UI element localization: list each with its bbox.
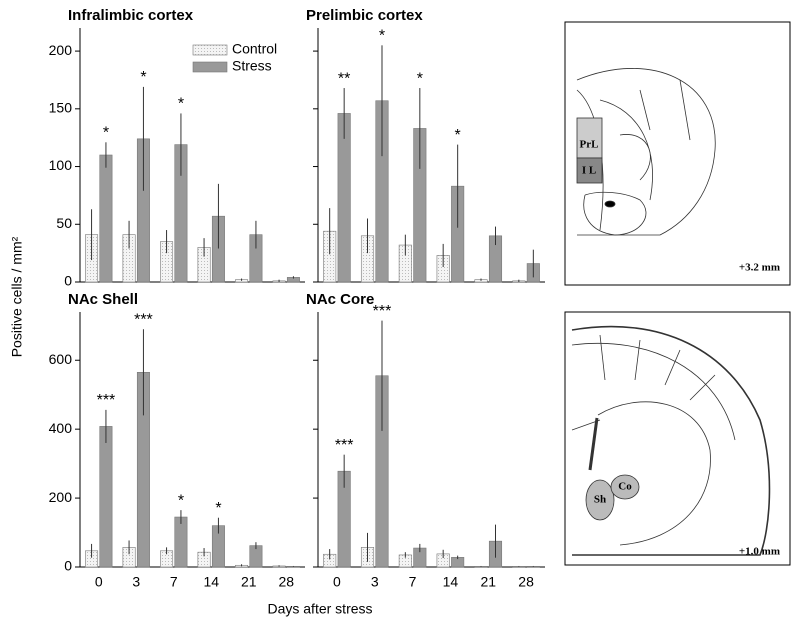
legend-swatch <box>192 61 228 73</box>
significance: * <box>178 96 184 113</box>
x-tick-label: 0 <box>95 574 103 590</box>
bar <box>99 426 113 568</box>
region-label: I L <box>582 165 596 177</box>
significance: *** <box>335 437 354 454</box>
significance: *** <box>97 392 116 409</box>
significance: * <box>140 69 146 86</box>
x-tick-label: 3 <box>132 574 140 590</box>
significance: ** <box>338 70 350 87</box>
significance: * <box>178 492 184 509</box>
y-tick-label: 0 <box>64 273 72 289</box>
section-level: +1.0 mm <box>739 546 780 558</box>
significance: *** <box>373 303 392 320</box>
y-tick-label: 50 <box>56 215 72 231</box>
region-label: PrL <box>580 139 599 151</box>
significance: *** <box>134 311 153 328</box>
significance: * <box>103 125 109 142</box>
x-tick-label: 3 <box>371 574 379 590</box>
panel-title: Infralimbic cortex <box>68 7 194 24</box>
x-tick-label: 21 <box>480 574 496 590</box>
y-tick-label: 200 <box>49 42 73 58</box>
x-tick-label: 28 <box>518 574 534 590</box>
region-label: Sh <box>594 494 606 506</box>
bar <box>99 154 113 283</box>
x-tick-label: 14 <box>443 574 459 590</box>
significance: * <box>215 500 221 517</box>
section-level: +3.2 mm <box>739 262 780 274</box>
panel-title: NAc Core <box>306 291 374 308</box>
x-tick-label: 7 <box>170 574 178 590</box>
x-tick-label: 7 <box>409 574 417 590</box>
significance: * <box>379 28 385 45</box>
brain-diagram-2 <box>564 311 791 566</box>
region-label: Co <box>618 481 632 493</box>
y-tick-label: 400 <box>49 420 73 436</box>
y-tick-label: 100 <box>49 157 73 173</box>
x-tick-label: 14 <box>203 574 219 590</box>
y-tick-label: 150 <box>49 100 73 116</box>
x-axis-label: Days after stress <box>267 601 372 617</box>
y-tick-label: 200 <box>49 489 73 505</box>
panel-title: Prelimbic cortex <box>306 7 423 24</box>
panel-title: NAc Shell <box>68 291 138 308</box>
x-tick-label: 28 <box>278 574 294 590</box>
legend-swatch <box>192 44 228 56</box>
significance: * <box>455 127 461 144</box>
bar <box>174 516 188 568</box>
legend-label: Stress <box>232 58 272 74</box>
y-axis-label: Positive cells / mm² <box>9 236 25 357</box>
y-tick-label: 0 <box>64 558 72 574</box>
significance: * <box>417 70 423 87</box>
y-tick-label: 600 <box>49 351 73 367</box>
x-tick-label: 0 <box>333 574 341 590</box>
x-tick-label: 21 <box>241 574 257 590</box>
brain-diagram-1 <box>564 21 791 286</box>
legend-label: Control <box>232 41 277 57</box>
